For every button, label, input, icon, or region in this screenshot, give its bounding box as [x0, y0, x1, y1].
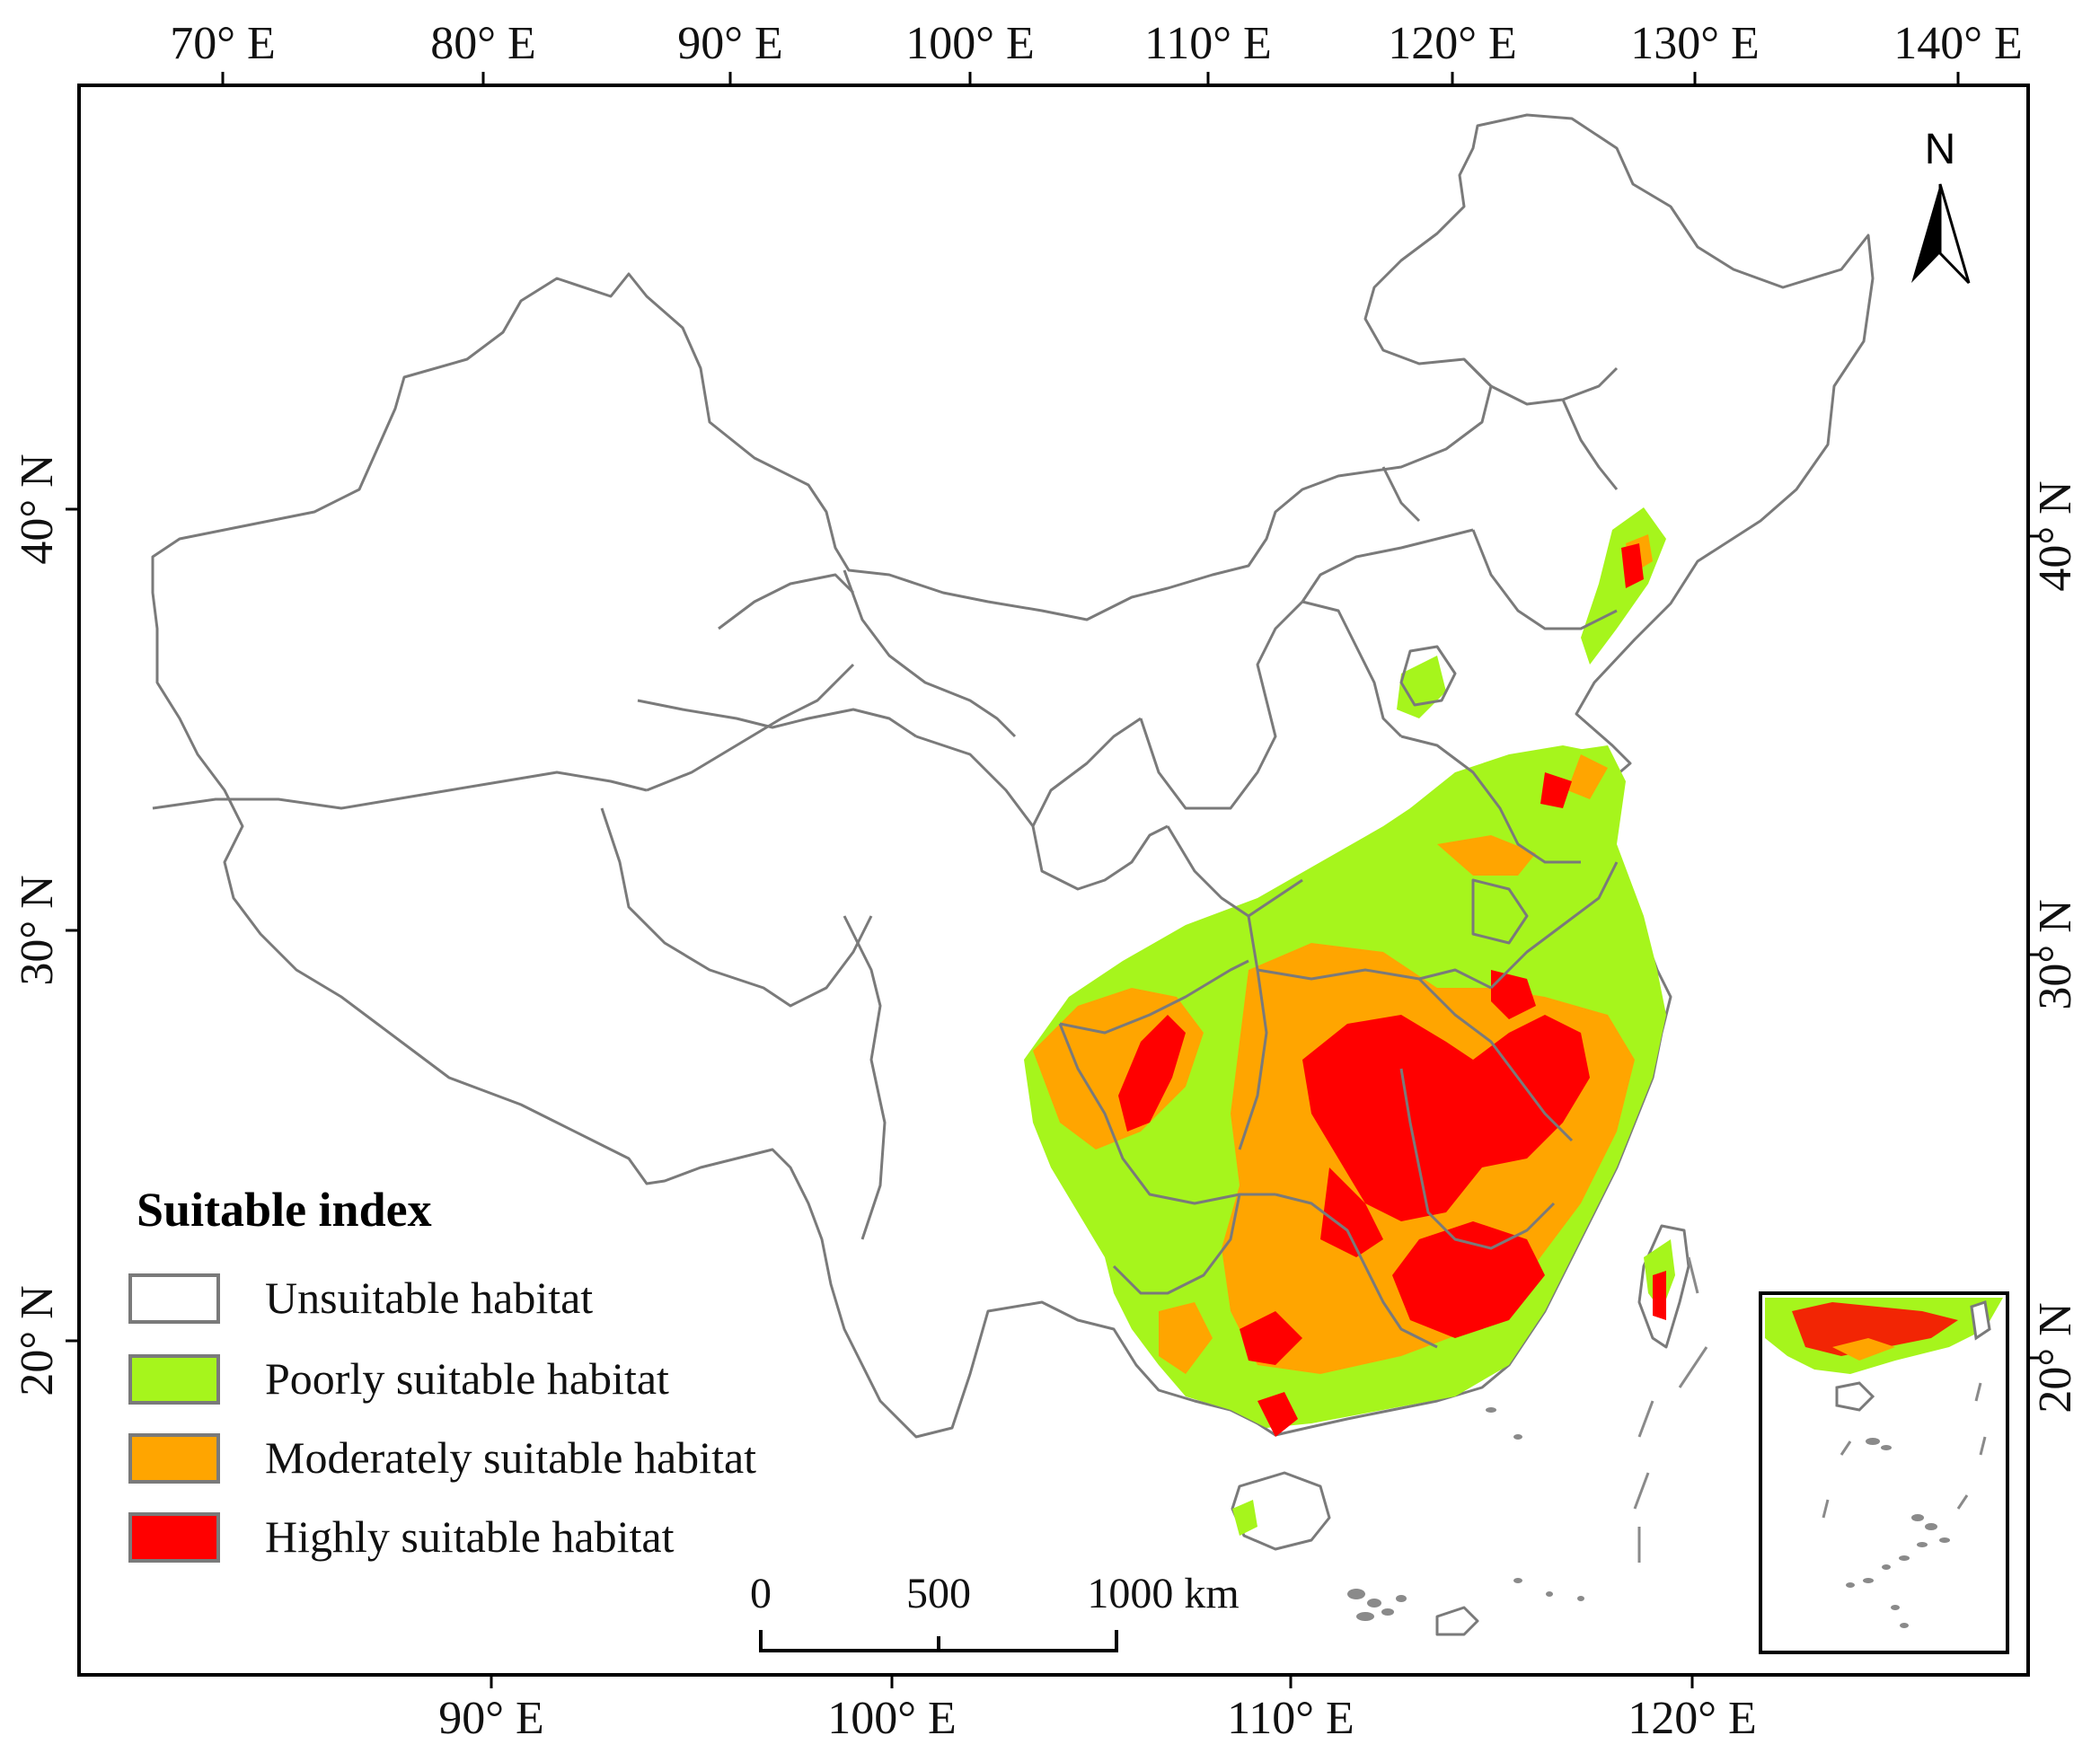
bottom-lon-label: 110° E — [1227, 1693, 1354, 1744]
legend-label: Poorly suitable habitat — [265, 1353, 669, 1404]
left-lat-label: 40° N — [12, 454, 63, 564]
sea-islands — [1347, 1407, 1584, 1621]
north-arrow: N — [1911, 126, 1971, 285]
highly-suitable-areas — [1118, 543, 1666, 1437]
legend-title: Suitable index — [137, 1183, 432, 1237]
top-lon-label: 80° E — [430, 18, 536, 69]
bottom-longitude-axis: 90° E 100° E 110° E 120° E — [438, 1675, 1757, 1744]
left-latitude-axis: 40° N 30° N 20° N — [12, 454, 79, 1396]
right-latitude-axis: 40° N 30° N 20° N — [2028, 480, 2081, 1414]
legend: Suitable index Unsuitable habitat Poorly… — [128, 1183, 756, 1563]
legend-swatch-moderately — [128, 1433, 220, 1484]
province-boundaries — [152, 357, 1619, 1349]
map-frame — [77, 84, 2030, 1677]
right-lat-label: 40° N — [2030, 480, 2081, 591]
top-lon-label: 120° E — [1388, 18, 1517, 69]
legend-label: Highly suitable habitat — [265, 1511, 675, 1562]
coastal-island — [1435, 1606, 1479, 1636]
nine-dash-line — [1633, 1256, 1708, 1563]
south-china-sea-inset — [1759, 1291, 2009, 1654]
right-lat-label: 20° N — [2030, 1302, 2081, 1413]
legend-label: Moderately suitable habitat — [265, 1432, 756, 1483]
legend-swatch-poorly — [128, 1354, 220, 1405]
top-lon-label: 130° E — [1630, 18, 1760, 69]
bottom-lon-label: 120° E — [1628, 1693, 1757, 1744]
scale-label: 1000 km — [1087, 1570, 1239, 1617]
north-arrow-icon — [1938, 183, 1971, 285]
legend-swatch-unsuitable — [128, 1273, 220, 1324]
top-lon-label: 110° E — [1144, 18, 1272, 69]
north-arrow-icon — [1911, 184, 1940, 283]
top-lon-label: 70° E — [170, 18, 276, 69]
top-longitude-axis: 70° E 80° E 90° E 100° E 110° E 120° E 1… — [170, 18, 2023, 85]
legend-swatch-highly — [128, 1512, 220, 1563]
bottom-lon-label: 90° E — [438, 1693, 544, 1744]
scale-label: 500 — [906, 1570, 971, 1617]
left-lat-label: 30° N — [12, 875, 63, 985]
scale-bar: 0 500 1000 km — [750, 1570, 1240, 1652]
legend-label: Unsuitable habitat — [265, 1273, 593, 1323]
top-lon-label: 140° E — [1893, 18, 2023, 69]
bottom-lon-label: 100° E — [827, 1693, 957, 1744]
top-lon-label: 90° E — [677, 18, 783, 69]
left-lat-label: 20° N — [12, 1285, 63, 1396]
north-label: N — [1925, 126, 1956, 173]
top-lon-label: 100° E — [905, 18, 1035, 69]
scale-label: 0 — [750, 1570, 772, 1617]
right-lat-label: 30° N — [2030, 899, 2081, 1009]
